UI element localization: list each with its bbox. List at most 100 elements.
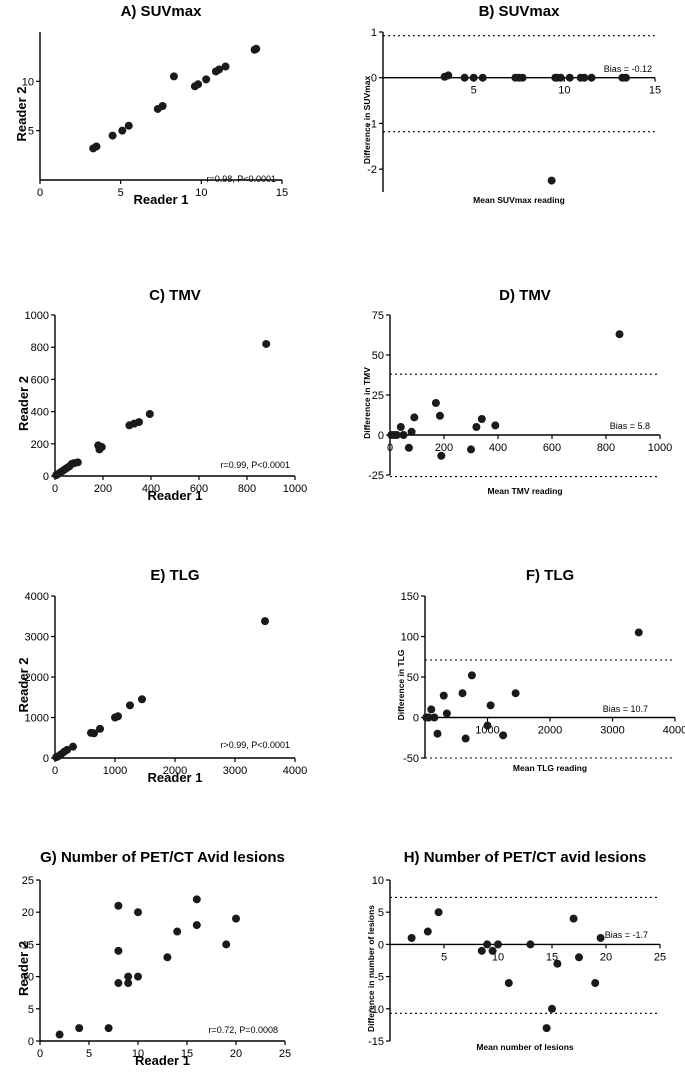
- panel-a-data-point: [169, 72, 178, 81]
- panel-d-data-point: [435, 411, 444, 420]
- panel-h-x-axis-label: Mean number of lesions: [476, 1042, 574, 1052]
- panel-g-y-axis-label: Reader 2: [16, 941, 31, 996]
- panel-b-x-tick-label: 5: [471, 85, 477, 97]
- panel-f-y-tick-label: 100: [401, 632, 419, 644]
- panel-a-data-point: [202, 75, 211, 84]
- panel-c-x-tick-label: 400: [142, 483, 160, 495]
- panel-d-x-tick-label: 1000: [648, 442, 672, 454]
- panel-d-y-tick-label: -25: [368, 470, 384, 482]
- panel-c-x-tick-label: 600: [190, 483, 208, 495]
- panel-f-data-point: [442, 709, 451, 718]
- panel-h-y-tick-label: -5: [374, 972, 384, 984]
- panel-h-x-tick-label: 10: [492, 951, 504, 963]
- panel-g-x-tick-label: 20: [230, 1048, 242, 1060]
- panel-h-annotation: Bias = -1.7: [605, 930, 648, 940]
- panel-c-x-tick-label: 0: [52, 483, 58, 495]
- panel-e-x-tick-label: 4000: [283, 765, 307, 777]
- panel-d-data-point: [392, 431, 401, 439]
- panel-e-x-tick-label: 2000: [163, 765, 187, 777]
- panel-b-y-axis-label: Difference in SUVmax: [362, 76, 372, 165]
- panel-f-data-point: [634, 628, 643, 637]
- panel-h-data-point: [591, 979, 600, 988]
- panel-c-data-point: [135, 418, 143, 427]
- chart-panel-e: E) TLG 0 1000 2000 3000 4000 0 1000 2000 3000 4000…: [16, 567, 307, 785]
- panel-f-data-point: [483, 721, 492, 730]
- panel-b-data-point: [547, 176, 556, 185]
- panel-d-y-tick-label: 75: [372, 310, 384, 322]
- panel-b-title: B) SUVmax: [479, 3, 561, 20]
- panel-a-data-point: [215, 65, 224, 74]
- panel-d-data-point: [491, 421, 500, 430]
- panel-h-title: H) Number of PET/CT avid lesions: [404, 849, 647, 866]
- panel-a-x-tick-label: 10: [195, 187, 207, 199]
- panel-d-y-tick-label: 0: [378, 430, 384, 442]
- panel-h-y-tick-label: 5: [378, 907, 384, 919]
- panel-e-x-axis-label: Reader 1: [148, 770, 203, 785]
- panel-a-data-point: [108, 131, 117, 140]
- panel-c-y-tick-label: 400: [31, 407, 49, 419]
- panel-c-x-tick-label: 800: [238, 483, 256, 495]
- panel-f-data-point: [433, 729, 442, 738]
- panel-c-y-tick-label: 800: [31, 342, 49, 354]
- panel-h-y-tick-label: -15: [368, 1036, 384, 1048]
- panel-g-y-tick-label: 0: [28, 1036, 34, 1048]
- panel-c-x-tick-label: 200: [94, 483, 112, 495]
- panel-c-data-point: [73, 458, 82, 467]
- panel-d-y-tick-label: 25: [372, 390, 384, 402]
- panel-e-x-tick-label: 1000: [103, 765, 127, 777]
- panel-c-data-point: [145, 410, 154, 419]
- panel-b-annotation: Bias = -0.12: [604, 64, 652, 74]
- panel-e-data-point: [138, 695, 146, 704]
- chart-panel-f: F) TLG 1000 2000 3000 4000 -50 0 50 100 150 Mean T…: [396, 567, 685, 773]
- panel-e-data-point: [96, 724, 104, 733]
- panel-g-data-point: [114, 979, 123, 988]
- panel-d-data-point: [437, 451, 446, 460]
- chart-panel-d: D) TMV 0 200 400 600 800 1000 -25 0 25 50 75 Mean TM…: [362, 287, 672, 496]
- panel-b-y-tick-label: -2: [367, 164, 377, 176]
- panel-d-data-point: [467, 445, 475, 454]
- panel-a-y-tick-label: 10: [22, 76, 34, 88]
- panel-g-x-tick-label: 10: [132, 1048, 144, 1060]
- panel-c-y-tick-label: 200: [31, 439, 49, 451]
- panel-g-data-point: [114, 946, 123, 955]
- panel-c-annotation: r=0.99, P<0.0001: [220, 460, 290, 470]
- chart-panel-a: A) SUVmax 0 5 10 15 5 10 Reader 1 Reader 2 r=0.98…: [14, 3, 288, 207]
- panel-g-x-tick-label: 0: [37, 1048, 43, 1060]
- panel-a-x-tick-label: 5: [118, 187, 124, 199]
- panel-c-y-tick-label: 0: [43, 471, 49, 483]
- panel-h-data-point: [569, 914, 578, 923]
- panel-a-title: A) SUVmax: [121, 3, 203, 20]
- panel-a-data-point: [118, 126, 127, 135]
- panel-g-y-tick-label: 25: [22, 875, 34, 887]
- panel-h-data-point: [596, 933, 605, 942]
- panel-a-annotation: r=0.98, P<0.0001: [206, 174, 276, 184]
- panel-h-data-point: [575, 953, 583, 962]
- panel-g-data-point: [134, 972, 142, 981]
- panel-c-data-point: [262, 339, 271, 348]
- panel-e-x-tick-label: 3000: [223, 765, 247, 777]
- panel-g-data-point: [173, 927, 182, 936]
- panel-f-x-tick-label: 2000: [538, 725, 562, 737]
- panel-g-title: G) Number of PET/CT Avid lesions: [40, 849, 285, 866]
- panel-f-y-tick-label: 0: [413, 713, 419, 725]
- panel-b-data-point: [444, 71, 453, 80]
- panel-d-data-point: [477, 415, 486, 423]
- panel-c-y-tick-label: 1000: [25, 310, 49, 322]
- panel-g-data-point: [104, 1024, 113, 1033]
- panel-e-data-point: [261, 617, 269, 626]
- panel-b-data-point: [565, 73, 574, 82]
- panel-f-data-point: [499, 731, 508, 740]
- panel-c-title: C) TMV: [149, 287, 201, 304]
- panel-g-data-point: [232, 914, 240, 923]
- panel-f-y-axis-label: Difference in TLG: [396, 649, 406, 720]
- panel-f-y-tick-label: -50: [403, 753, 419, 765]
- panel-d-y-axis-label: Difference in TMV: [362, 367, 372, 439]
- panel-a-data-point: [158, 102, 167, 110]
- panel-c-data-point: [97, 443, 106, 452]
- panel-b-data-point: [621, 73, 630, 82]
- panel-b-data-point: [556, 73, 565, 82]
- panel-h-data-point: [423, 927, 432, 936]
- panel-f-data-point: [424, 713, 433, 722]
- panel-f-data-point: [467, 671, 476, 680]
- panel-g-data-point: [134, 908, 142, 917]
